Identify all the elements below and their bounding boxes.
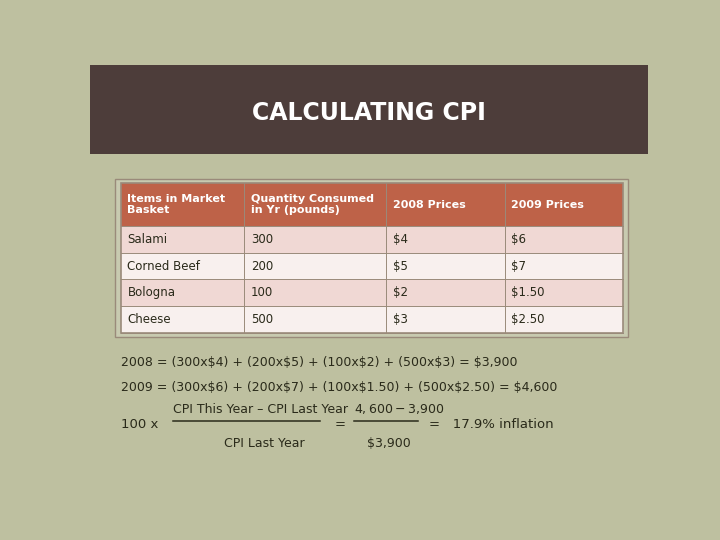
Text: 2009 = (300x$6) + (200x$7) + (100x$1.50) + (500x$2.50) = $4,600: 2009 = (300x$6) + (200x$7) + (100x$1.50)… [121, 381, 557, 394]
Text: $2: $2 [393, 286, 408, 299]
Text: 200: 200 [251, 260, 273, 273]
Text: $3: $3 [393, 313, 408, 326]
Text: Cheese: Cheese [127, 313, 171, 326]
Text: CALCULATING CPI: CALCULATING CPI [252, 100, 486, 125]
Text: =: = [334, 418, 346, 431]
Text: 100 x: 100 x [121, 418, 158, 431]
Text: 500: 500 [251, 313, 273, 326]
Text: 2008 = (300x$4) + (200x$5) + (100x$2) + (500x$3) = $3,900: 2008 = (300x$4) + (200x$5) + (100x$2) + … [121, 356, 517, 369]
FancyBboxPatch shape [121, 183, 623, 226]
Text: 100: 100 [251, 286, 273, 299]
Text: Salami: Salami [127, 233, 168, 246]
FancyBboxPatch shape [121, 253, 623, 280]
Text: $7: $7 [511, 260, 526, 273]
Text: 300: 300 [251, 233, 273, 246]
Text: $2.50: $2.50 [511, 313, 545, 326]
Text: 2009 Prices: 2009 Prices [511, 200, 584, 210]
FancyBboxPatch shape [121, 306, 623, 333]
Text: CPI This Year – CPI Last Year: CPI This Year – CPI Last Year [173, 403, 348, 416]
Text: $4,600-$3,900: $4,600-$3,900 [354, 402, 444, 416]
Text: $5: $5 [393, 260, 408, 273]
FancyBboxPatch shape [121, 226, 623, 253]
Text: Quantity Consumed
in Yr (pounds): Quantity Consumed in Yr (pounds) [251, 194, 374, 215]
Text: Corned Beef: Corned Beef [127, 260, 200, 273]
Text: Bologna: Bologna [127, 286, 176, 299]
FancyBboxPatch shape [121, 280, 623, 306]
Text: $3,900: $3,900 [366, 437, 410, 450]
Text: =   17.9% inflation: = 17.9% inflation [429, 418, 554, 431]
Text: 2008 Prices: 2008 Prices [393, 200, 466, 210]
Text: $1.50: $1.50 [511, 286, 545, 299]
Text: $6: $6 [511, 233, 526, 246]
Text: CPI Last Year: CPI Last Year [225, 437, 305, 450]
Text: Items in Market
Basket: Items in Market Basket [127, 194, 225, 215]
FancyBboxPatch shape [115, 179, 629, 337]
Text: $4: $4 [393, 233, 408, 246]
FancyBboxPatch shape [90, 65, 648, 154]
